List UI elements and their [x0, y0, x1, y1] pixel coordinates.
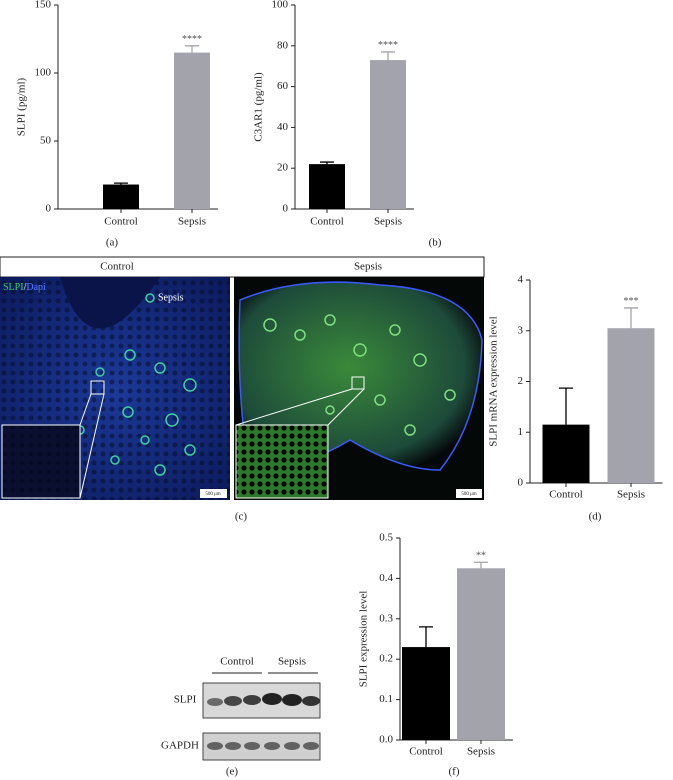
header-bar [0, 256, 485, 278]
y-tick-label: 0.0 [379, 734, 393, 746]
bar [174, 52, 210, 209]
inset [235, 424, 329, 499]
stain-legend: SLPI/Dapi [3, 282, 46, 293]
scale-bar-label: 500 μm [205, 492, 220, 497]
scale-bar [456, 489, 482, 498]
y-tick-label: 0.5 [379, 532, 393, 544]
bar [402, 647, 450, 740]
y-tick-label: 0 [518, 477, 524, 489]
x-tick-label: Sepsis [178, 216, 206, 228]
blot-bands [207, 693, 320, 706]
y-tick-label: 2 [518, 375, 524, 387]
inset-box [351, 376, 365, 390]
panel-label: (a) [106, 237, 119, 249]
panel-label: (c) [235, 511, 248, 523]
group-label: Control [220, 656, 254, 668]
x-tick-label: Control [549, 489, 583, 501]
y-tick-label: 20 [277, 162, 289, 174]
error-bar [320, 161, 334, 165]
y-tick-label: 40 [277, 121, 289, 133]
y-tick-label: 0 [283, 203, 289, 215]
y-tick-label: 100 [272, 0, 289, 11]
y-tick-label: 4 [518, 274, 524, 286]
row-label: SLPI [174, 694, 197, 706]
bar [607, 328, 655, 483]
y-axis-label: C3AR1 (pg/ml) [253, 72, 265, 142]
inset-connector [327, 388, 365, 426]
x-tick-label: Sepsis [374, 216, 402, 228]
significance: *** [624, 296, 639, 307]
y-axis-label: SLPI expression level [358, 591, 370, 688]
significance: **** [182, 34, 202, 45]
inset-label: Sepsis [158, 292, 184, 303]
x-tick-label: Control [409, 746, 443, 758]
y-tick-label: 60 [277, 80, 289, 92]
y-tick-label: 0.2 [379, 653, 393, 665]
error-bar [624, 307, 638, 329]
x-tick-label: Control [104, 216, 138, 228]
inset-connector [79, 393, 92, 426]
y-tick-label: 0.1 [379, 693, 393, 705]
panel-c: Control Sepsis SLPI/Dapi Sepsis 500 μm 5… [0, 256, 485, 523]
x-tick-label: Sepsis [467, 746, 495, 758]
significance: **** [378, 40, 398, 51]
scale-bar-label: 500 μm [461, 492, 476, 497]
panel-label: (f) [449, 766, 460, 778]
error-bar [381, 51, 395, 61]
panel-label: (d) [589, 511, 602, 523]
bar [309, 164, 345, 209]
y-tick-label: 80 [277, 39, 289, 51]
significance: ** [476, 551, 486, 562]
bar [457, 568, 505, 740]
group-label: Sepsis [278, 656, 306, 668]
y-tick-label: 0.3 [379, 612, 393, 624]
y-tick-label: 100 [35, 67, 52, 79]
y-axis-label: SLPI mRNA expression level [488, 316, 500, 446]
y-tick-label: 50 [40, 135, 52, 147]
y-tick-label: 3 [518, 324, 524, 336]
x-tick-label: Sepsis [617, 489, 645, 501]
scale-bar [200, 489, 227, 498]
bar [542, 424, 590, 483]
panel-e: Control Sepsis SLPI GAPDH (e) [161, 656, 321, 778]
inset-texture [3, 426, 79, 497]
y-tick-label: 1 [518, 426, 524, 438]
x-tick-label: Control [310, 216, 344, 228]
airways [75, 293, 197, 476]
y-tick-label: 0 [46, 203, 52, 215]
error-bar [474, 561, 488, 569]
column-header: Sepsis [354, 261, 382, 273]
panel-label: (b) [429, 237, 442, 249]
error-bar [114, 182, 128, 185]
column-header: Control [100, 261, 134, 273]
bar [370, 60, 406, 209]
error-bar [185, 45, 199, 53]
blot-bands [207, 742, 319, 750]
error-bar [559, 387, 573, 425]
y-tick-label: 150 [35, 0, 52, 11]
row-label: GAPDH [161, 740, 199, 752]
inset-box [90, 380, 105, 395]
y-axis-label: SLPI (pg/ml) [16, 77, 28, 136]
bar [103, 184, 139, 209]
airways [263, 314, 456, 436]
inset-connector [79, 393, 105, 499]
y-tick-label: 0.4 [379, 572, 393, 584]
inset-connector [235, 388, 353, 426]
panel-label: (e) [226, 766, 239, 778]
error-bar [419, 626, 433, 648]
